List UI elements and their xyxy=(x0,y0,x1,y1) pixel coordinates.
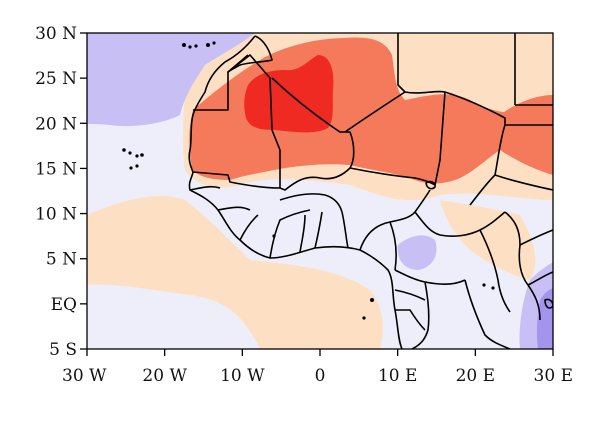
canary-island xyxy=(206,43,210,47)
niger-chad-border xyxy=(349,91,446,186)
cape-verde-island xyxy=(122,148,126,152)
cool-northwest-atlantic xyxy=(87,33,255,127)
cape-verde-island xyxy=(135,164,139,168)
country-borders xyxy=(188,33,553,349)
lat-tick-label: EQ xyxy=(51,295,77,315)
cameroon-car-borders xyxy=(389,211,506,271)
lat-tick-label: 20 N xyxy=(35,114,77,134)
lon-tick-label: 30 E xyxy=(534,366,573,386)
sao-tome-island xyxy=(362,316,366,320)
lon-tick-label: 20 W xyxy=(142,366,187,386)
lake-mark xyxy=(491,286,495,290)
lat-tick-label: 5 N xyxy=(46,250,77,270)
light-warm-east-patch xyxy=(440,200,536,280)
islands xyxy=(122,41,495,320)
cape-verde-island xyxy=(129,166,133,170)
lake-mark xyxy=(482,283,486,287)
congo-borders xyxy=(394,289,426,331)
light-warm-atlantic-strip xyxy=(95,214,240,267)
lon-tick-label: 10 E xyxy=(378,366,417,386)
nigeria-borders xyxy=(341,189,431,251)
ethiopia-borders xyxy=(519,229,553,286)
strong-cool-southeast-core xyxy=(536,288,553,349)
cote-divoire-ghana-borders xyxy=(269,209,323,259)
lon-tick-label: 20 E xyxy=(456,366,495,386)
lon-tick-label: 0 xyxy=(315,366,326,386)
libya-egypt-border xyxy=(397,33,553,106)
central-africa-borders xyxy=(394,269,466,349)
canary-island xyxy=(212,41,216,45)
lat-tick-label: 30 N xyxy=(35,24,77,44)
lat-tick-label: 25 N xyxy=(35,69,77,89)
sudan-border xyxy=(494,124,553,191)
lon-tick-label: 30 W xyxy=(62,366,107,386)
lat-tick-label: 5 S xyxy=(49,340,77,360)
burkina-borders xyxy=(279,193,343,213)
lat-tick-label: 10 N xyxy=(35,205,77,225)
lake-chad xyxy=(425,180,436,190)
warm-east-blob xyxy=(498,95,553,170)
lake-victoria xyxy=(544,298,553,309)
bioko-island xyxy=(370,298,374,302)
east-africa-borders xyxy=(464,211,541,349)
cool-central-africa xyxy=(397,235,437,270)
senegal-guinea-borders xyxy=(189,185,259,241)
lon-tick-label: 10 W xyxy=(220,366,265,386)
mauritania-border xyxy=(192,54,281,189)
cape-verde-island xyxy=(140,153,144,157)
lake-volta-mark xyxy=(272,234,276,238)
lat-tick-label: 15 N xyxy=(35,159,77,179)
anomaly-field xyxy=(87,33,553,349)
canary-island xyxy=(182,43,186,47)
canary-island xyxy=(194,44,198,48)
canary-island xyxy=(188,45,192,49)
chad-sudan-border xyxy=(444,91,506,206)
warm-coast-ribbon xyxy=(190,153,235,171)
cape-verde-island xyxy=(128,151,132,155)
cape-verde-island xyxy=(135,154,139,158)
latitude-axis: 30 N 25 N 20 N 15 N 10 N 5 N EQ 5 S xyxy=(35,24,87,360)
longitude-axis: 30 W 20 W 10 W 0 10 E 20 E 30 E xyxy=(62,349,573,386)
